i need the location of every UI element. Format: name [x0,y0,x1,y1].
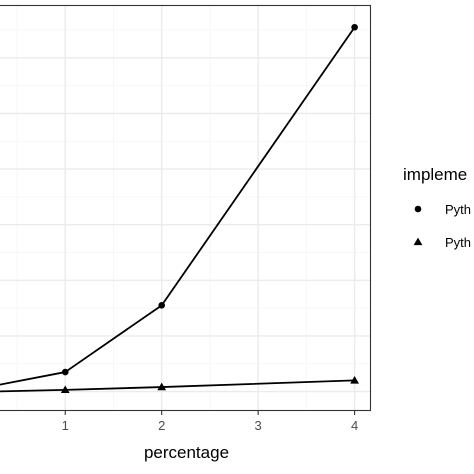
series-1-point [61,368,69,376]
series-2-point [350,376,360,384]
x-axis-title: percentage [144,443,229,462]
grid-major-lines [0,5,371,411]
panel-border [0,4,372,412]
series-points [60,23,360,394]
series-1-point [158,302,165,309]
series-2-point [157,382,167,391]
series-line-1 [0,26,356,386]
series-2-point [60,385,70,394]
x-tick-label: 2 [158,418,165,433]
panel-background [0,5,371,411]
legend-title: impleme [403,165,467,184]
grid-minor-lines [0,5,371,411]
series-lines [0,26,356,393]
legend-key-2-marker [413,237,423,246]
legend: impleme Pyth Pyth [403,165,471,250]
x-tick-label: 1 [62,418,69,433]
x-axis: 1 2 3 4 [62,411,358,433]
series-1-point [351,23,358,31]
legend-label-1: Pyth [445,202,471,217]
x-tick-label: 4 [351,418,358,433]
x-tick-label: 3 [255,418,262,433]
series-line-2 [0,379,355,393]
legend-key-1-marker [414,205,422,213]
legend-keys: Pyth Pyth [413,202,471,250]
legend-label-2: Pyth [445,235,471,250]
plot-panel [0,4,372,412]
